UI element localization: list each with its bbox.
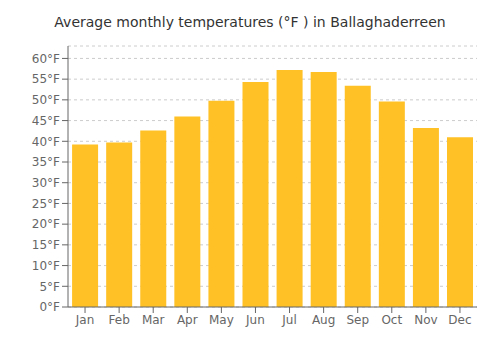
svg-text:Jul: Jul	[281, 313, 296, 327]
svg-text:15°F: 15°F	[32, 238, 60, 252]
svg-text:30°F: 30°F	[32, 176, 60, 190]
svg-text:Aug: Aug	[312, 313, 335, 327]
svg-text:35°F: 35°F	[32, 155, 60, 169]
svg-text:25°F: 25°F	[32, 197, 60, 211]
svg-text:Nov: Nov	[414, 313, 437, 327]
svg-text:10°F: 10°F	[32, 259, 60, 273]
svg-text:60°F: 60°F	[32, 52, 60, 66]
svg-text:Feb: Feb	[109, 313, 130, 327]
svg-text:Sep: Sep	[346, 313, 369, 327]
svg-text:Dec: Dec	[448, 313, 471, 327]
svg-text:Apr: Apr	[177, 313, 198, 327]
svg-text:May: May	[209, 313, 234, 327]
svg-text:50°F: 50°F	[32, 93, 60, 107]
svg-text:55°F: 55°F	[32, 72, 60, 86]
svg-text:Oct: Oct	[381, 313, 402, 327]
svg-text:Jan: Jan	[75, 313, 95, 327]
svg-text:5°F: 5°F	[39, 280, 60, 294]
svg-text:20°F: 20°F	[32, 217, 60, 231]
svg-text:40°F: 40°F	[32, 135, 60, 149]
svg-text:Mar: Mar	[142, 313, 165, 327]
html-text:Average monthly temperatures (: Average monthly temperatures (°F ) in Ba…	[54, 14, 446, 30]
svg-text:Jun: Jun	[245, 313, 265, 327]
svg-text:45°F: 45°F	[32, 114, 60, 128]
svg-text:0°F: 0°F	[39, 300, 60, 314]
